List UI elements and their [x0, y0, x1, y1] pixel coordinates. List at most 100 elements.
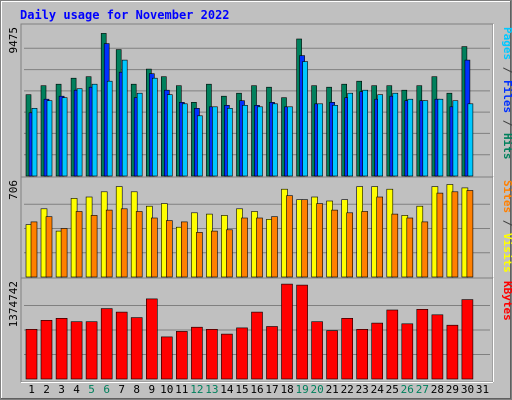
x-tick-label-19: 19	[295, 383, 308, 396]
x-tick-label-11: 11	[175, 383, 188, 396]
x-tick-label-17: 17	[265, 383, 278, 396]
bar-sites-day-25	[391, 213, 399, 278]
x-tick-label-3: 3	[58, 383, 65, 396]
bar-sites-day-3	[60, 228, 68, 278]
bar-sites-day-28	[436, 192, 444, 278]
bar-sites-day-4	[75, 211, 83, 278]
x-tick-label-30: 30	[461, 383, 474, 396]
legend-label: Sites	[501, 180, 512, 213]
bar-pages-day-9	[152, 77, 158, 177]
bar-kbytes-day-16	[251, 311, 263, 380]
legend-label: /	[501, 113, 512, 133]
legend-label: Visits	[501, 233, 512, 273]
legend-label: Files	[501, 80, 512, 113]
bar-kbytes-day-7	[115, 311, 128, 380]
x-tick-label-9: 9	[148, 383, 155, 396]
x-tick-label-10: 10	[160, 383, 173, 396]
bar-kbytes-day-5	[85, 321, 98, 380]
panel-legend: KBytes	[501, 281, 512, 321]
x-tick-label-13: 13	[205, 383, 218, 396]
x-tick-label-20: 20	[310, 383, 323, 396]
x-tick-label-1: 1	[28, 383, 35, 396]
bar-kbytes-day-12	[191, 326, 203, 380]
x-tick-label-26: 26	[401, 383, 414, 396]
bar-sites-day-9	[151, 217, 158, 278]
bar-kbytes-day-26	[401, 323, 414, 380]
x-tick-label-4: 4	[73, 383, 80, 396]
legend-label: KBytes	[501, 281, 512, 321]
bar-sites-day-5	[90, 215, 98, 278]
bar-sites-day-16	[256, 217, 263, 278]
bar-kbytes-day-14	[221, 333, 233, 380]
bar-kbytes-day-3	[55, 317, 68, 380]
bar-sites-day-10	[166, 220, 173, 278]
bar-kbytes-day-1	[25, 328, 38, 380]
bar-sites-day-7	[120, 208, 128, 278]
bar-pages-day-6	[106, 80, 113, 177]
x-tick-label-7: 7	[118, 383, 125, 396]
x-tick-label-2: 2	[43, 383, 50, 396]
bar-pages-day-16	[257, 106, 263, 177]
bar-sites-day-15	[241, 217, 248, 278]
bar-pages-day-24	[377, 94, 384, 177]
bar-kbytes-day-19	[296, 284, 308, 380]
bar-pages-day-4	[76, 88, 83, 177]
bar-sites-day-13	[211, 230, 218, 278]
bar-pages-day-1	[31, 108, 38, 177]
bar-pages-day-26	[407, 98, 414, 177]
bar-sites-day-30	[466, 190, 474, 278]
bar-kbytes-day-6	[100, 308, 113, 380]
bar-sites-day-21	[331, 209, 338, 278]
legend-label: Hits	[501, 133, 512, 160]
panels: 9475 Pages / Files / Hits 706 Sites / Visit…	[7, 23, 512, 383]
bar-sites-day-26	[406, 217, 414, 278]
chart-title: Daily usage for November 2022	[20, 8, 230, 22]
bar-sites-day-17	[271, 216, 278, 278]
x-axis: 1 2 3 4 5 6 7 8 9 10 11 12 13 14 15 16 17 18 19 20 21 22 23 24 2…	[28, 383, 489, 396]
bar-kbytes-day-21	[326, 330, 338, 380]
panel-legend: Sites / Visits	[501, 180, 512, 273]
bar-kbytes-day-30	[461, 299, 474, 380]
x-tick-label-21: 21	[326, 383, 339, 396]
bar-pages-day-18	[287, 106, 293, 177]
bar-kbytes-day-2	[40, 319, 53, 380]
bar-sites-day-12	[196, 232, 203, 278]
bar-pages-day-17	[272, 103, 278, 177]
x-tick-label-24: 24	[371, 383, 385, 396]
bar-kbytes-day-25	[386, 309, 399, 380]
x-tick-label-8: 8	[133, 383, 140, 396]
legend-label: /	[501, 60, 512, 80]
bar-pages-day-5	[91, 83, 98, 177]
x-tick-label-14: 14	[220, 383, 234, 396]
x-tick-label-15: 15	[235, 383, 248, 396]
panel-visits-sites: 706 Sites / Visits	[7, 176, 512, 281]
panel-kbytes: 1374742 KBytes	[7, 277, 512, 383]
x-tick-label-16: 16	[250, 383, 263, 396]
bar-sites-day-24	[376, 196, 384, 278]
bar-kbytes-day-11	[176, 331, 188, 380]
bar-pages-day-22	[347, 92, 354, 177]
x-tick-label-28: 28	[431, 383, 444, 396]
legend-label: Pages	[501, 27, 512, 60]
bar-pages-day-25	[392, 92, 399, 177]
bar-sites-day-22	[346, 212, 354, 278]
bar-pages-day-29	[452, 100, 459, 177]
legend-label: /	[501, 213, 512, 233]
panel-hits-files-pages: 9475 Pages / Files / Hits	[7, 23, 512, 180]
bar-sites-day-14	[226, 229, 233, 278]
bar-kbytes-day-17	[266, 326, 278, 380]
bar-pages-day-14	[227, 108, 233, 177]
bar-sites-day-11	[181, 221, 188, 278]
x-tick-label-12: 12	[190, 383, 203, 396]
bar-kbytes-day-24	[371, 322, 384, 380]
bar-kbytes-day-29	[446, 324, 459, 380]
bar-kbytes-day-4	[70, 321, 83, 380]
bar-sites-day-8	[135, 211, 143, 278]
bar-sites-day-23	[361, 211, 369, 278]
bar-kbytes-day-18	[281, 283, 293, 380]
bar-sites-day-1	[30, 221, 38, 278]
bar-kbytes-day-15	[236, 327, 248, 380]
bar-pages-day-8	[136, 92, 143, 177]
bar-sites-day-6	[105, 209, 113, 278]
